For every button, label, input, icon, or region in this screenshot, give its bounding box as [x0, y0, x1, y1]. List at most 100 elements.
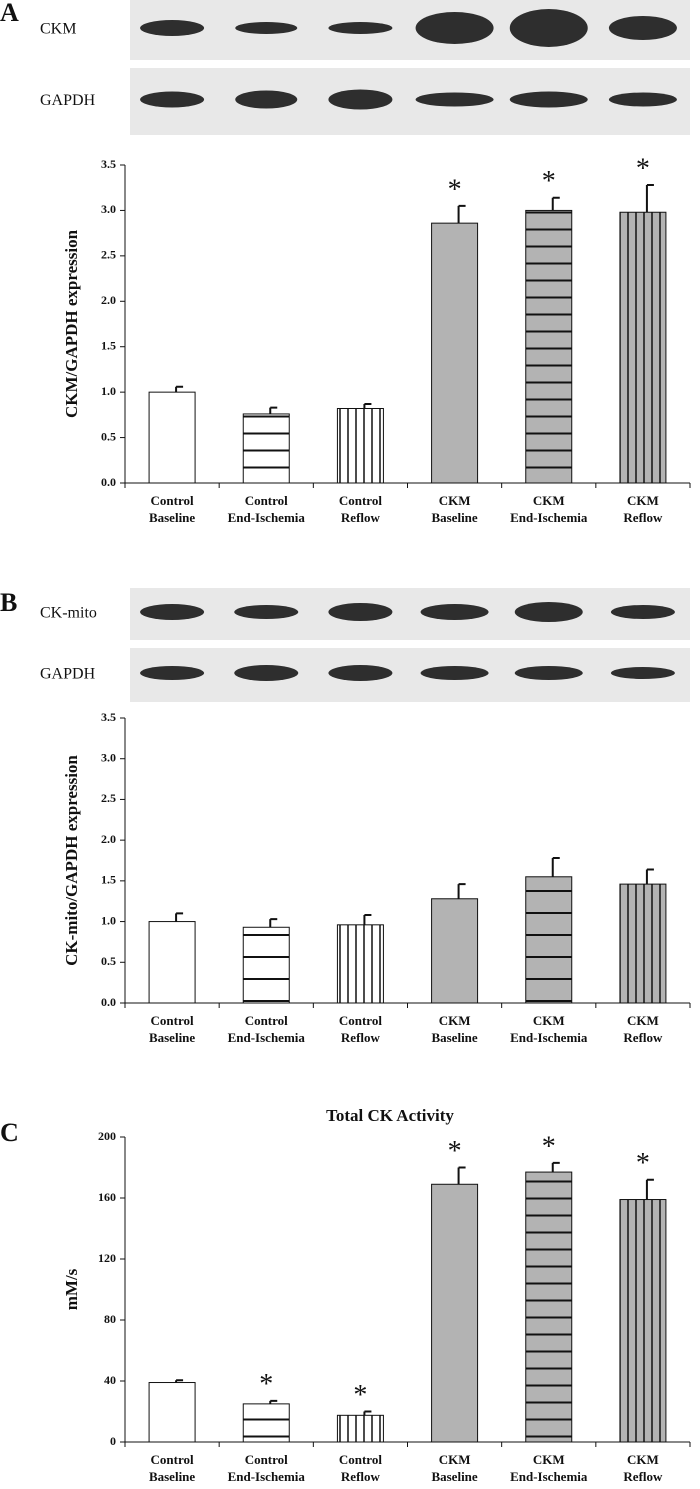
y-tick-label: 1.0	[101, 384, 116, 398]
y-axis-label: mM/s	[62, 1268, 81, 1310]
bar	[336, 924, 384, 1004]
bar	[431, 1183, 479, 1443]
blot-band	[420, 604, 489, 620]
x-tick-label: Control Baseline	[149, 1452, 195, 1484]
blot-band	[608, 92, 677, 107]
x-tick-label: Control Reflow	[339, 1452, 382, 1484]
bar	[525, 876, 573, 1004]
blot-band	[328, 665, 393, 681]
error-bar	[457, 204, 466, 224]
blot-band	[610, 605, 675, 619]
bar	[148, 1382, 196, 1443]
significance-marker: *	[448, 1136, 462, 1167]
blot-image	[130, 588, 690, 640]
bar	[242, 926, 290, 1004]
y-tick-label: 2.5	[101, 248, 116, 262]
x-tick-label: Control Baseline	[149, 493, 195, 525]
significance-marker: *	[542, 166, 556, 197]
error-bar	[363, 402, 372, 409]
y-tick-label: 200	[98, 1129, 116, 1143]
y-axis-label: CKM/GAPDH expression	[62, 229, 81, 418]
y-tick-label: 3.0	[101, 750, 116, 764]
significance-marker: *	[636, 1148, 650, 1179]
y-tick-label: 0.5	[101, 429, 116, 443]
x-tick-label: CKM Reflow	[623, 493, 663, 525]
y-tick-label: 80	[104, 1312, 116, 1326]
blot-band	[234, 665, 299, 681]
bar	[431, 222, 479, 484]
significance-marker: *	[353, 1380, 367, 1411]
panel-letter: B	[0, 588, 17, 617]
blot-image	[130, 68, 690, 135]
x-tick-label: CKM Reflow	[623, 1452, 663, 1484]
blot-band	[328, 603, 393, 621]
y-axis-label: CK-mito/GAPDH expression	[62, 755, 81, 966]
blot-band	[235, 22, 298, 34]
y-tick-label: 1.5	[101, 338, 116, 352]
error-bar	[175, 1379, 184, 1383]
error-bar	[269, 1399, 278, 1404]
y-tick-label: 3.5	[101, 157, 116, 171]
x-tick-label: Control End-Ischemia	[228, 1452, 306, 1484]
x-tick-label: CKM Baseline	[431, 1452, 477, 1484]
blot-band	[514, 602, 583, 622]
y-tick-label: 40	[104, 1373, 116, 1387]
x-tick-label: Control Baseline	[149, 1013, 195, 1045]
blot-image	[130, 0, 690, 60]
y-tick-label: 0.0	[101, 995, 116, 1009]
blot-band	[140, 20, 205, 36]
y-tick-label: 2.0	[101, 832, 116, 846]
panel-letter: C	[0, 1118, 19, 1147]
blot-band	[328, 89, 393, 110]
error-bar	[457, 1166, 466, 1185]
blot-band	[610, 667, 675, 679]
blot-label: CKM	[40, 21, 76, 38]
significance-marker: *	[259, 1369, 273, 1400]
blot-band	[328, 22, 393, 34]
bar	[242, 1403, 290, 1443]
error-bar	[645, 868, 654, 885]
y-tick-label: 1.5	[101, 873, 116, 887]
blot-label: GAPDH	[40, 92, 96, 109]
error-bar	[175, 385, 184, 393]
blot-band	[415, 92, 494, 107]
bar	[148, 921, 196, 1004]
error-bar	[269, 918, 278, 928]
error-bar	[175, 912, 184, 922]
y-tick-label: 1.0	[101, 913, 116, 927]
bar	[619, 1199, 667, 1443]
blot-band	[140, 91, 205, 108]
y-tick-label: 2.0	[101, 293, 116, 307]
error-bar	[645, 183, 654, 213]
significance-marker: *	[542, 1131, 556, 1162]
blot-label: GAPDH	[40, 666, 96, 683]
y-tick-label: 0.5	[101, 954, 116, 968]
y-tick-label: 3.0	[101, 202, 116, 216]
error-bar	[645, 1178, 654, 1200]
bar	[525, 1171, 573, 1443]
x-tick-label: Control Reflow	[339, 1013, 382, 1045]
bar	[619, 211, 667, 484]
x-tick-label: CKM End-Ischemia	[510, 1013, 588, 1045]
significance-marker: *	[636, 153, 650, 184]
panel-letter: A	[0, 0, 19, 27]
error-bar	[551, 196, 560, 211]
bar	[336, 407, 384, 484]
x-tick-label: CKM End-Ischemia	[510, 493, 588, 525]
significance-marker: *	[448, 174, 462, 205]
y-tick-label: 3.5	[101, 710, 116, 724]
bar	[148, 391, 196, 484]
y-tick-label: 160	[98, 1190, 116, 1204]
bar	[525, 209, 573, 484]
bar	[242, 413, 290, 484]
blot-band	[415, 12, 494, 44]
error-bar	[269, 406, 278, 414]
blot-band	[140, 666, 205, 680]
error-bar	[457, 883, 466, 899]
blot-band	[509, 91, 588, 108]
blot-band	[514, 666, 583, 680]
blot-band	[140, 604, 205, 620]
chart-title: Total CK Activity	[326, 1106, 454, 1125]
blot-band	[608, 16, 677, 40]
x-tick-label: Control End-Ischemia	[228, 1013, 306, 1045]
